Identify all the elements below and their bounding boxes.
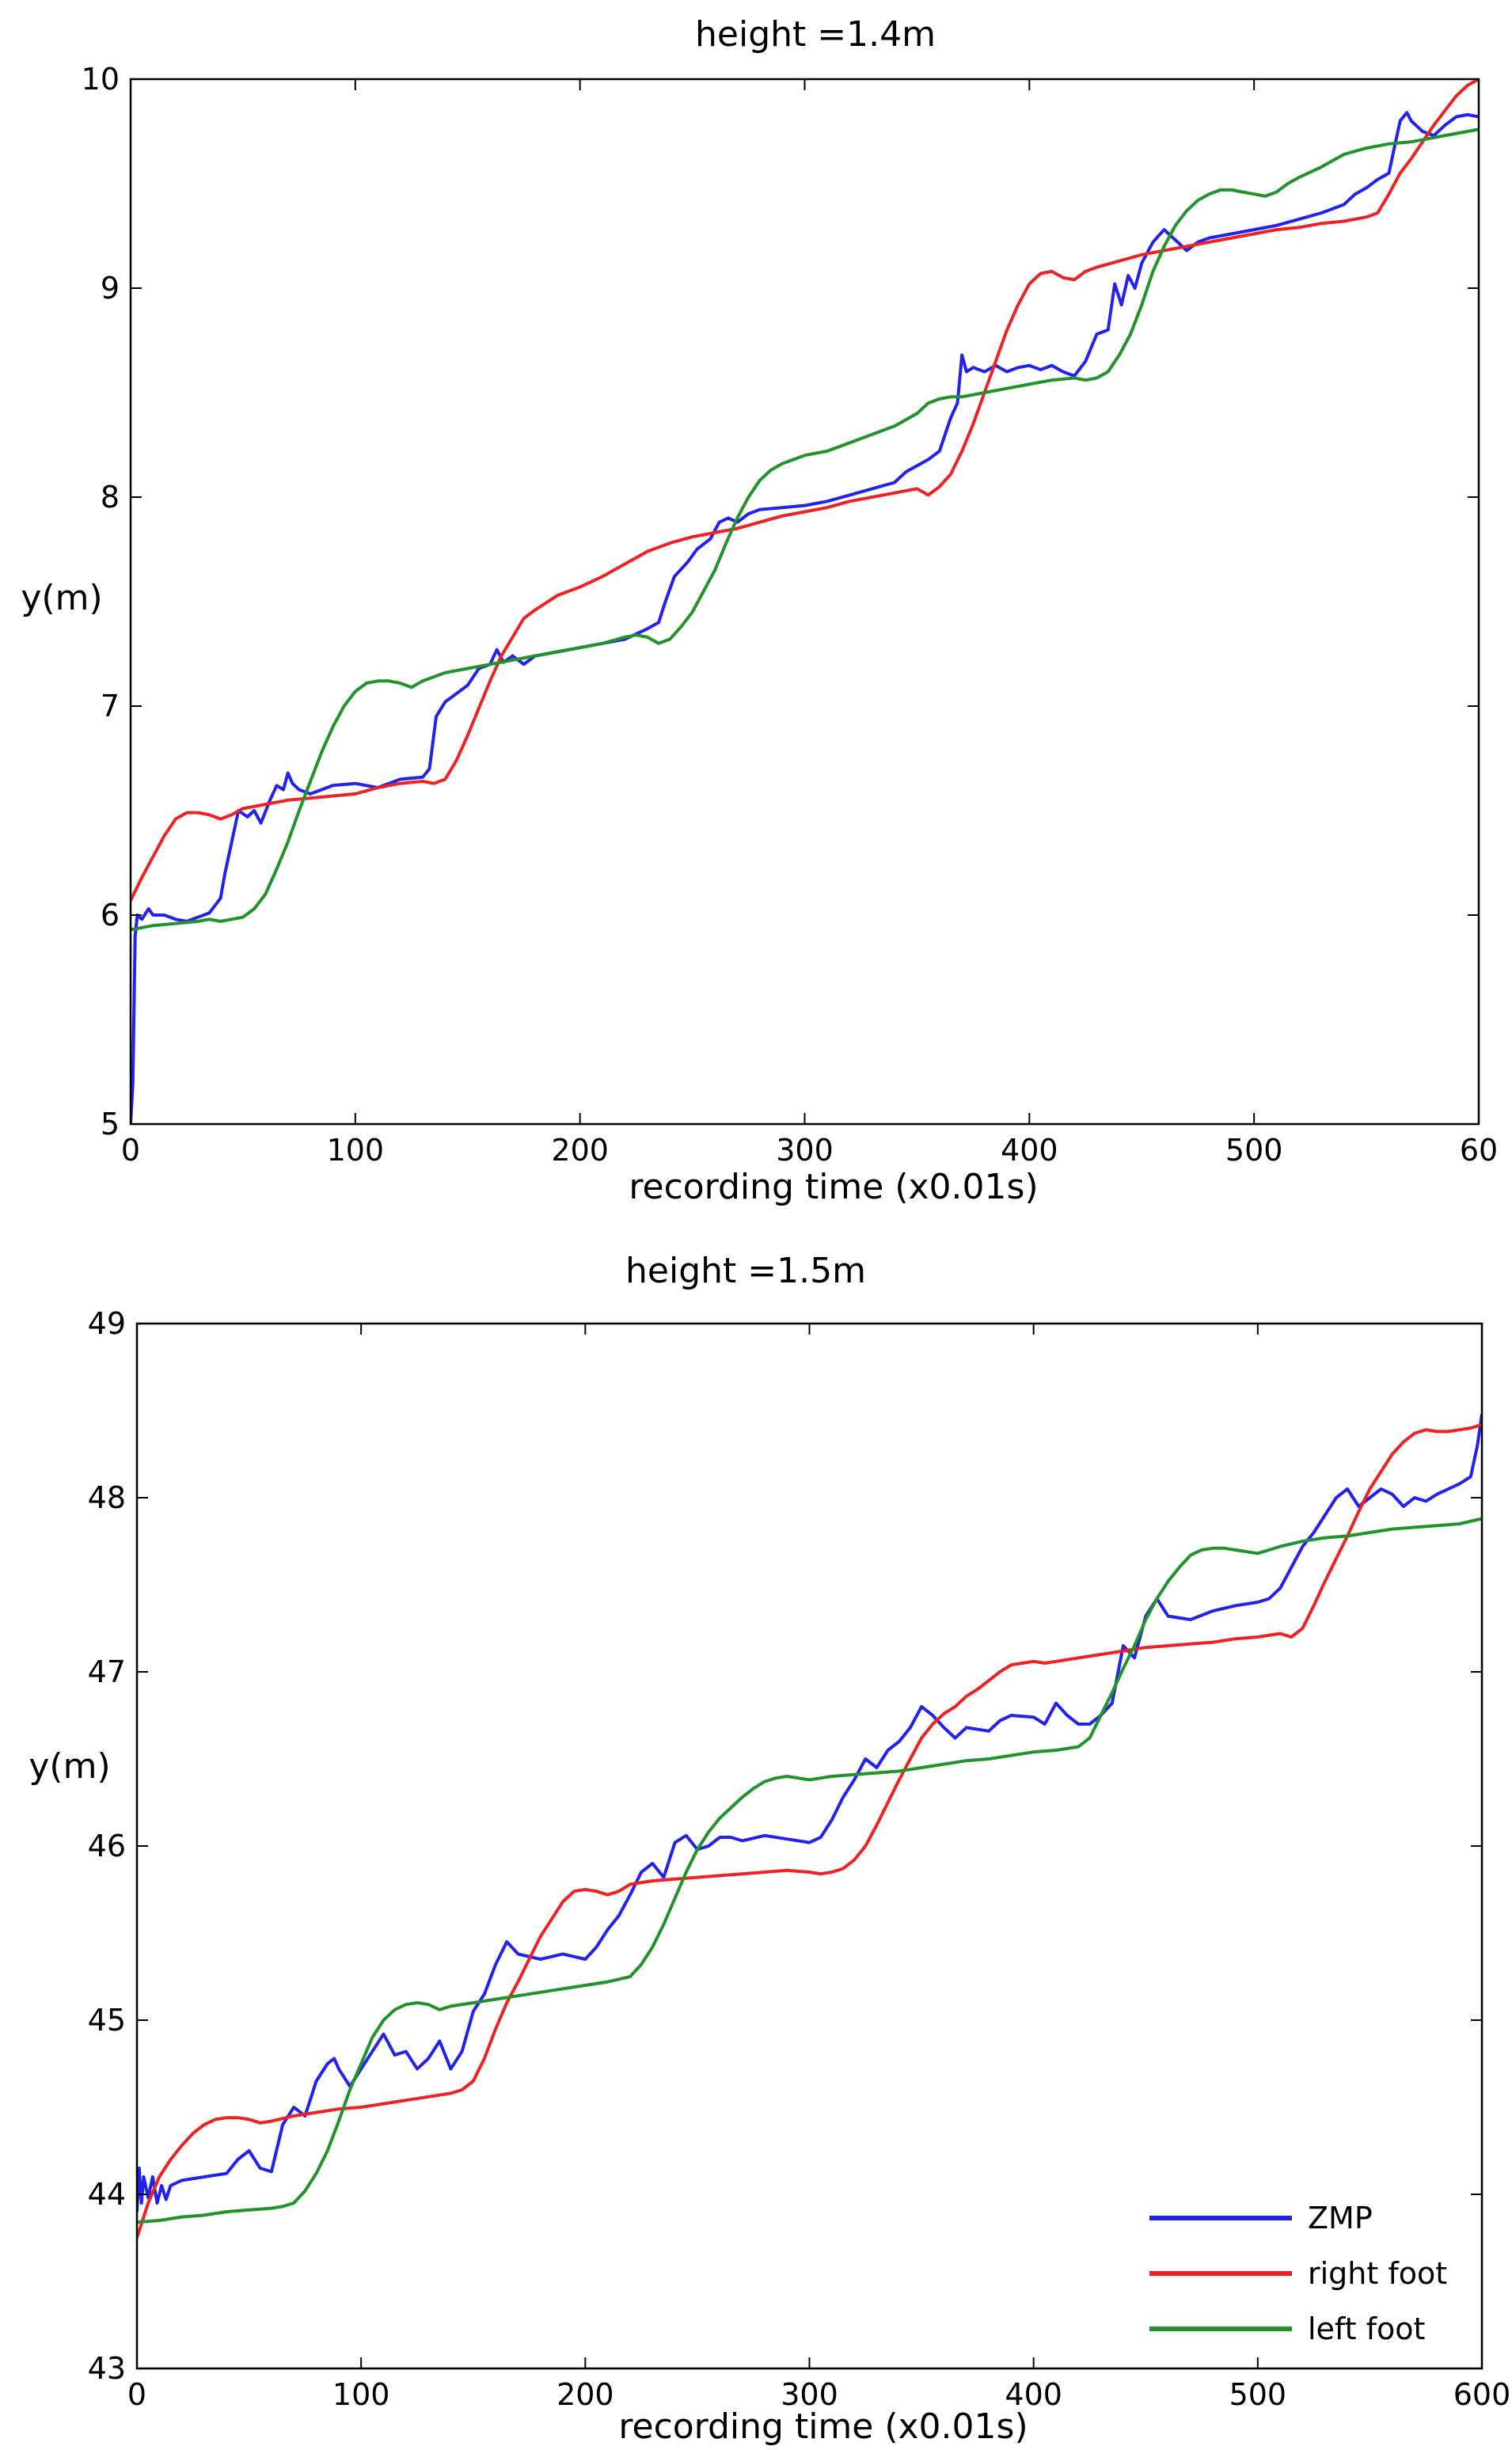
plot-frame (129, 78, 1480, 1126)
series-line-left-foot (137, 1517, 1482, 2224)
y-tick-label: 5 (101, 1107, 120, 1141)
x-tick-label: 200 (551, 1133, 609, 1168)
x-tick-label: 500 (1225, 1133, 1283, 1168)
series-line-left-foot (131, 127, 1479, 932)
legend-label-zmp: ZMP (1308, 2201, 1373, 2235)
x-tick-label: 60 (1460, 1133, 1498, 1168)
chart-title: height =1.5m (625, 1251, 866, 1291)
x-axis-label: recording time (x0.01s) (618, 2406, 1028, 2447)
chart-height-1.4m: height =1.4m y(m) recording time (x0.01s… (21, 14, 1498, 1207)
y-tick-label: 44 (88, 2177, 126, 2212)
x-tick-label: 100 (327, 1133, 385, 1168)
x-tick-label: 400 (1005, 2377, 1062, 2412)
y-tick-label: 7 (101, 689, 120, 724)
x-tick-label: 600 (1453, 2377, 1511, 2412)
y-tick-label: 9 (101, 271, 120, 306)
legend-label-left-foot: left foot (1308, 2311, 1425, 2346)
x-tick-label: 100 (332, 2377, 390, 2412)
x-tick-label: 0 (121, 1133, 140, 1168)
y-axis-label: y(m) (28, 1746, 110, 1787)
x-tick-label: 300 (776, 1133, 834, 1168)
y-tick-label: 46 (88, 1829, 126, 1863)
series-line-zmp (137, 1414, 1482, 2213)
x-tick-label: 500 (1229, 2377, 1287, 2412)
x-tick-label: 0 (127, 2377, 146, 2412)
x-axis-label: recording time (x0.01s) (629, 1167, 1038, 1207)
legend-label-right-foot: right foot (1308, 2256, 1447, 2291)
y-tick-label: 49 (88, 1306, 126, 1341)
chart-height-1.5m: height =1.5m y(m) recording time (x0.01s… (28, 1251, 1510, 2447)
plot-frame (135, 1322, 1484, 2370)
series-line-zmp (131, 111, 1479, 1124)
chart-title: height =1.4m (695, 14, 936, 55)
y-tick-label: 8 (101, 480, 120, 515)
series-line-right-foot (137, 1423, 1482, 2239)
y-tick-label: 45 (88, 2003, 126, 2038)
x-tick-label: 400 (1001, 1133, 1058, 1168)
y-tick-label: 43 (88, 2351, 126, 2386)
y-tick-label: 47 (88, 1654, 126, 1689)
series-line-right-foot (131, 79, 1479, 902)
y-tick-label: 10 (82, 62, 120, 97)
y-axis-label: y(m) (21, 578, 102, 618)
x-tick-label: 200 (557, 2377, 614, 2412)
y-tick-label: 48 (88, 1480, 126, 1515)
y-tick-label: 6 (101, 898, 120, 933)
x-tick-label: 300 (781, 2377, 838, 2412)
